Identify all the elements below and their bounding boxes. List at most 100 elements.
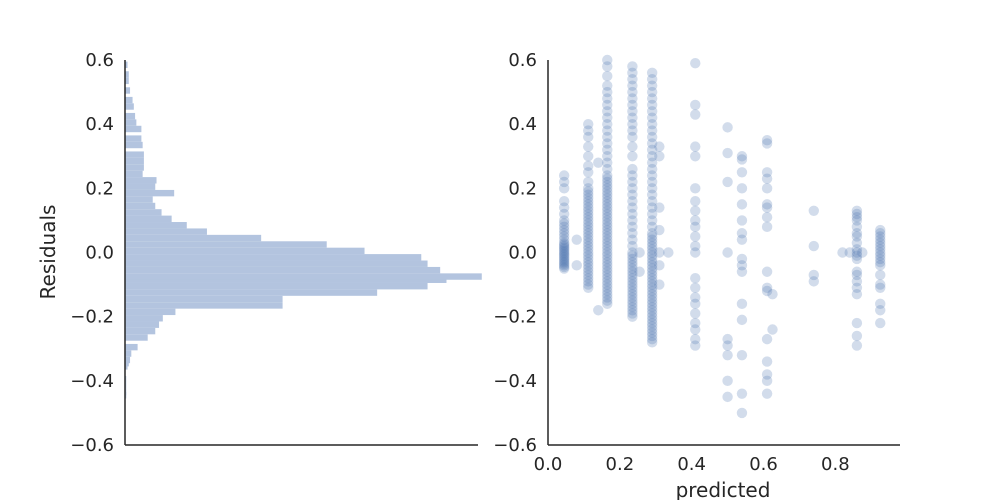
scatter-point xyxy=(646,183,658,194)
scatter-point xyxy=(654,151,665,162)
scatter-point xyxy=(851,282,863,293)
scatter-point xyxy=(602,231,613,242)
scatter-point xyxy=(761,285,773,297)
scatter-point xyxy=(571,234,582,245)
scatter-point xyxy=(583,118,594,130)
scatter-point xyxy=(602,151,613,162)
scatter-point xyxy=(558,195,570,207)
scatter-point xyxy=(558,260,570,271)
scatter-point xyxy=(602,279,613,290)
scatter-point xyxy=(646,279,658,290)
scatter-point xyxy=(558,240,570,252)
histogram-bar xyxy=(125,321,160,328)
scatter-point xyxy=(627,269,638,281)
scatter-point xyxy=(627,253,638,265)
scatter-point xyxy=(646,237,658,249)
scatter-point xyxy=(875,240,886,252)
histogram-bar xyxy=(125,77,129,85)
scatter-point xyxy=(736,199,748,210)
scatter-point xyxy=(583,240,594,252)
scatter-point xyxy=(602,93,613,104)
scatter-point xyxy=(583,186,594,197)
scatter-point xyxy=(736,183,748,194)
scatter-point xyxy=(627,266,638,277)
scatter-point xyxy=(875,260,886,271)
scatter-y-tick-label: 0.6 xyxy=(508,50,537,71)
scatter-point xyxy=(583,218,594,229)
scatter-point xyxy=(602,192,613,204)
histogram-bar xyxy=(125,254,422,261)
scatter-point xyxy=(602,118,613,130)
histogram-bar xyxy=(125,350,132,357)
scatter-point xyxy=(851,205,863,216)
scatter-point xyxy=(646,234,658,245)
scatter-point xyxy=(690,282,701,293)
scatter-point xyxy=(646,125,658,136)
scatter-point xyxy=(558,234,570,245)
scatter-point xyxy=(583,256,594,268)
scatter-point xyxy=(646,314,658,326)
scatter-y-tick-label: −0.6 xyxy=(493,435,537,456)
scatter-point xyxy=(761,375,773,387)
histogram-bar xyxy=(125,157,144,165)
scatter-point xyxy=(875,305,886,316)
scatter-point xyxy=(602,170,613,181)
scatter-point xyxy=(646,324,658,335)
histogram-bar xyxy=(125,135,142,142)
scatter-point xyxy=(558,242,570,253)
scatter-point xyxy=(851,317,863,329)
scatter-point xyxy=(654,224,665,236)
scatter-point xyxy=(627,260,638,271)
scatter-point xyxy=(602,289,613,300)
histogram-bar xyxy=(125,96,133,104)
scatter-point xyxy=(736,260,748,271)
scatter-point xyxy=(646,131,658,143)
scatter-point xyxy=(602,61,613,72)
scatter-point xyxy=(627,292,638,303)
scatter-point xyxy=(646,247,658,258)
scatter-point xyxy=(602,70,613,82)
scatter-point xyxy=(808,240,819,252)
scatter-point xyxy=(627,131,638,143)
scatter-point xyxy=(646,295,658,306)
scatter-point xyxy=(646,151,658,162)
scatter-point xyxy=(722,349,733,361)
scatter-point xyxy=(627,125,638,136)
scatter-point xyxy=(736,234,748,245)
scatter-point xyxy=(761,333,773,345)
scatter-point xyxy=(627,106,638,117)
scatter-point xyxy=(690,231,701,242)
scatter-point xyxy=(646,244,658,255)
scatter-point xyxy=(627,282,638,293)
scatter-point xyxy=(602,199,613,210)
scatter-point xyxy=(627,308,638,319)
histogram-bar xyxy=(125,196,153,203)
scatter-point xyxy=(761,135,773,146)
scatter-x-tick-label: 0.2 xyxy=(606,454,635,475)
scatter-point xyxy=(583,141,594,152)
scatter-x-tick-label: 0.6 xyxy=(749,454,778,475)
scatter-point xyxy=(875,237,886,249)
histogram-bar xyxy=(125,356,131,364)
scatter-point xyxy=(851,228,863,239)
scatter-point xyxy=(558,224,570,236)
scatter-point xyxy=(851,208,863,220)
scatter-point xyxy=(646,298,658,310)
scatter-point xyxy=(583,250,594,261)
scatter-point xyxy=(851,221,863,233)
scatter-point xyxy=(736,407,748,419)
histogram-bar xyxy=(125,119,137,126)
scatter-point xyxy=(851,276,863,287)
scatter-point xyxy=(627,263,638,274)
scatter-point xyxy=(761,138,773,149)
scatter-point xyxy=(558,183,570,194)
histogram-bar xyxy=(125,343,138,351)
histogram-bar xyxy=(125,234,262,242)
scatter-point xyxy=(851,237,863,249)
scatter-point xyxy=(808,276,819,287)
scatter-point xyxy=(761,266,773,277)
scatter-point xyxy=(646,301,658,313)
histogram-y-ticks: −0.6 −0.4 −0.2 0.0 0.2 0.4 0.6 xyxy=(70,50,114,456)
scatter-point xyxy=(602,218,613,229)
scatter-point xyxy=(690,141,701,152)
